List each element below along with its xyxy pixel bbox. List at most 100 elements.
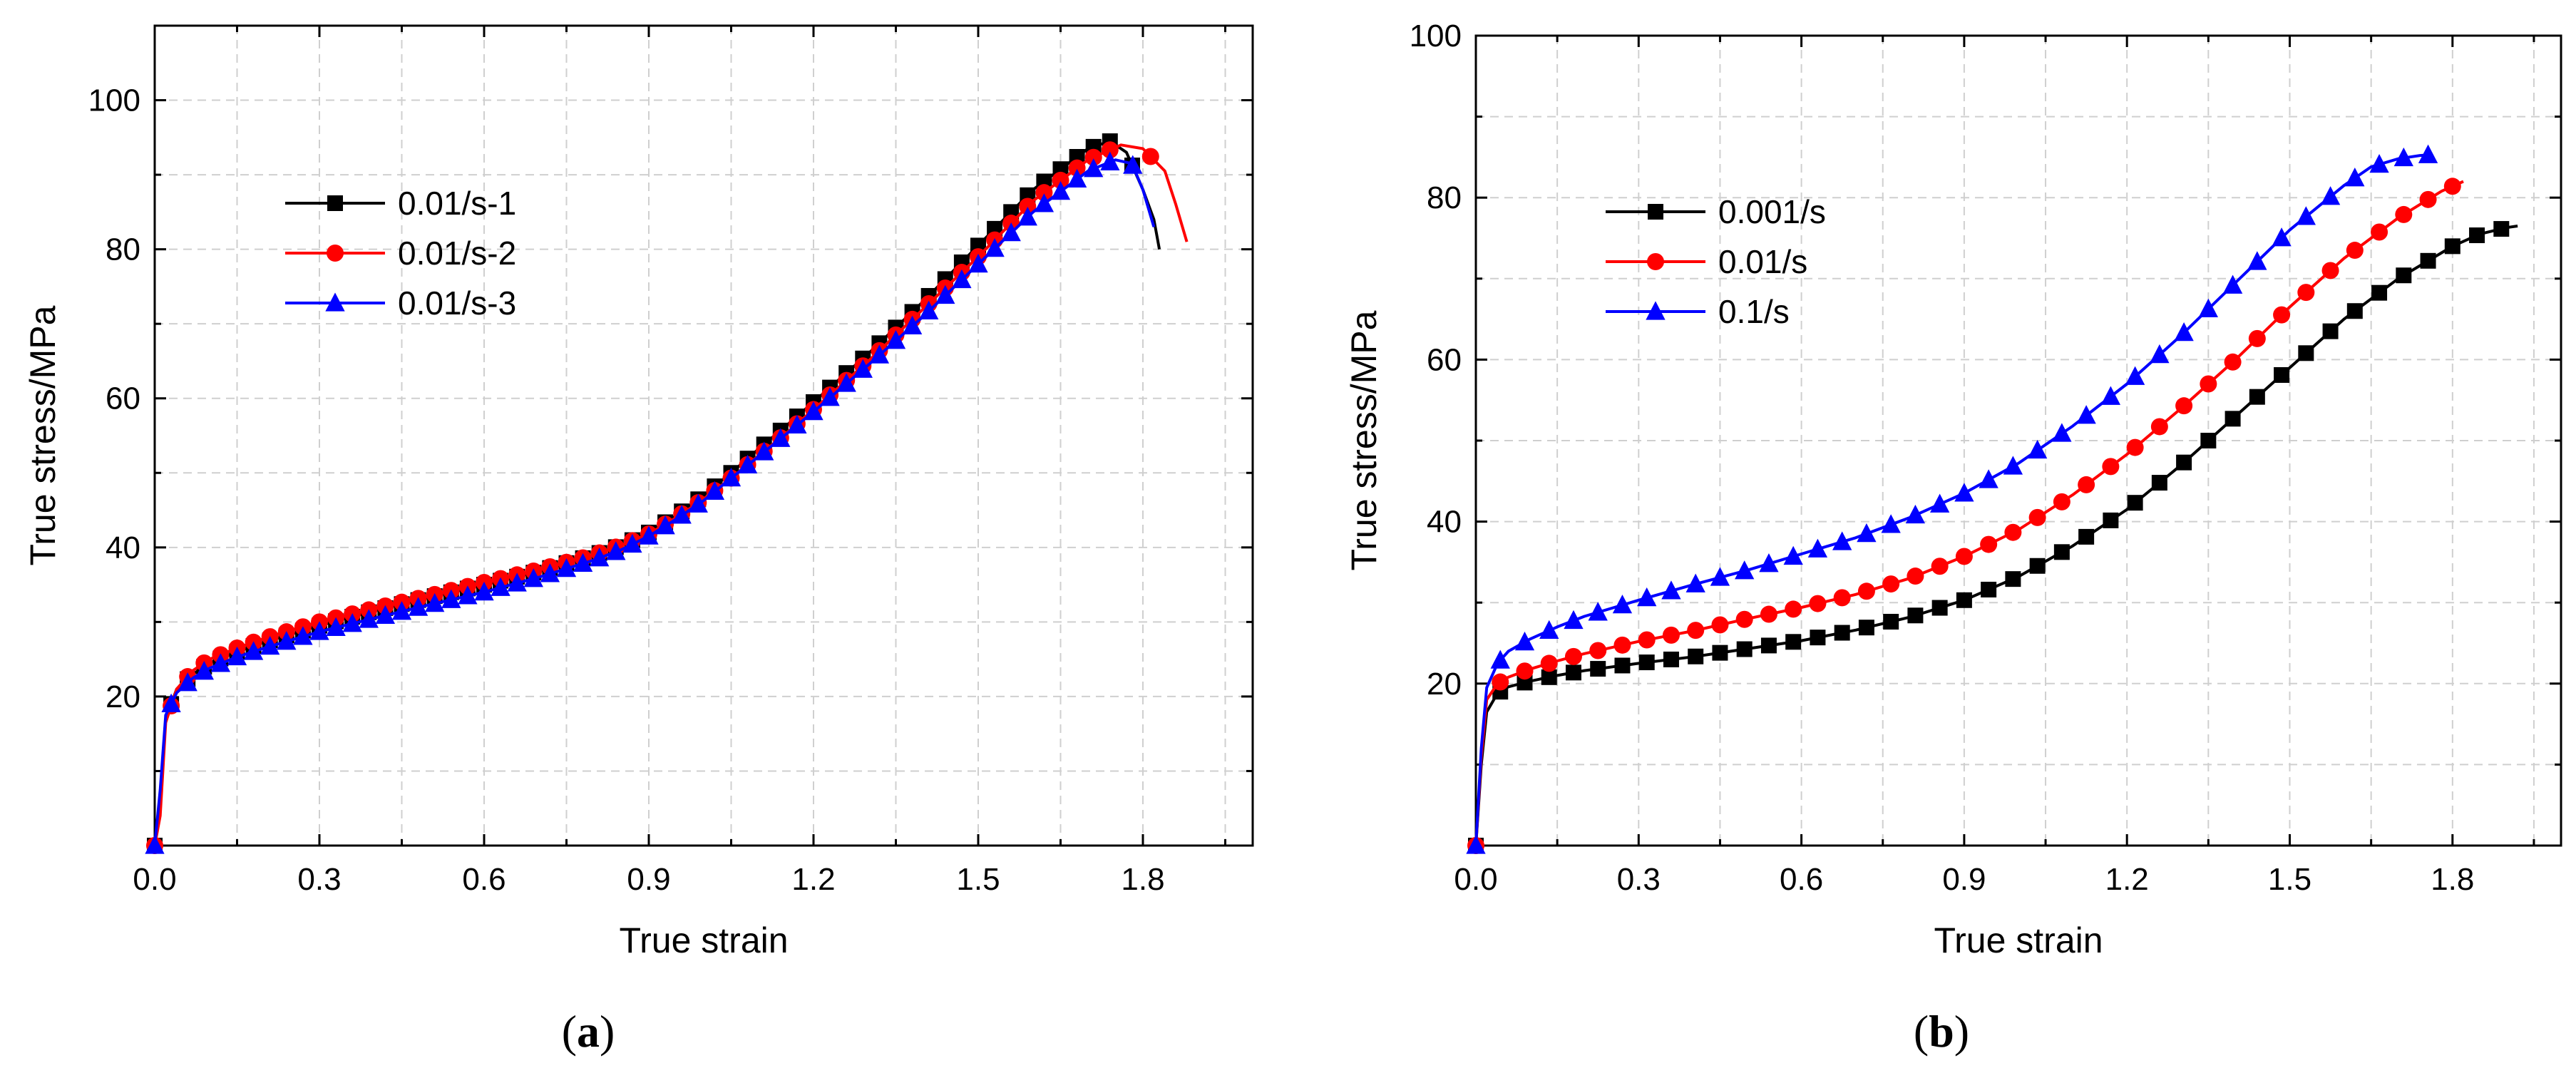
data-point xyxy=(2298,345,2314,361)
data-point xyxy=(2419,190,2437,208)
data-point xyxy=(1539,620,1559,640)
data-point xyxy=(1067,168,1087,188)
data-point xyxy=(2151,475,2167,491)
legend-marker xyxy=(1647,253,1664,270)
data-point xyxy=(474,581,494,601)
data-point xyxy=(1034,193,1054,212)
data-point xyxy=(1736,641,1753,657)
y-tick-label: 60 xyxy=(106,381,140,416)
data-point xyxy=(2224,353,2242,371)
data-point xyxy=(787,414,807,434)
data-point xyxy=(2369,153,2389,173)
data-point xyxy=(2346,242,2364,260)
data-point xyxy=(2296,206,2316,225)
data-point xyxy=(721,467,742,487)
data-point xyxy=(836,373,856,392)
legend-label: 0.01/s-1 xyxy=(398,185,516,222)
data-point xyxy=(2345,168,2365,187)
data-point xyxy=(359,609,379,628)
data-point xyxy=(952,269,972,289)
y-axis: 20 40 60 80 100 xyxy=(1410,19,2561,766)
data-point xyxy=(1490,650,1510,669)
data-point xyxy=(590,548,610,567)
data-point xyxy=(2052,423,2072,442)
y-axis-label: True stress/MPa xyxy=(23,305,63,565)
data-point xyxy=(1516,662,1534,680)
series-line xyxy=(1474,153,2431,846)
caption-close-paren: ) xyxy=(600,1006,615,1057)
data-point xyxy=(2321,262,2339,279)
data-point xyxy=(1540,654,1558,672)
legend: 0.001/s 0.01/s 0.1/s xyxy=(1606,193,1826,330)
data-point xyxy=(1881,514,1901,533)
data-point xyxy=(2078,476,2095,493)
data-point xyxy=(1050,180,1071,200)
data-point xyxy=(2076,405,2096,424)
y-tick-label: 100 xyxy=(88,83,140,118)
data-point xyxy=(391,601,412,620)
data-point xyxy=(2003,456,2023,475)
x-tick-label: 0.6 xyxy=(462,862,506,897)
data-point xyxy=(853,359,873,378)
x-tick-label: 1.8 xyxy=(2431,862,2474,897)
data-point xyxy=(243,641,264,660)
data-point xyxy=(1541,669,1557,685)
data-point xyxy=(622,533,642,553)
panel-caption: (a) xyxy=(562,1006,615,1057)
x-tick-label: 1.5 xyxy=(2268,862,2311,897)
data-point xyxy=(1052,171,1069,189)
data-point xyxy=(1068,159,1086,177)
data-point xyxy=(1785,600,1802,618)
data-point xyxy=(1712,645,1728,661)
data-point xyxy=(1662,626,1680,644)
data-point xyxy=(1905,504,1926,524)
x-tick-label: 0.9 xyxy=(1942,862,1986,897)
x-tick-label: 0.3 xyxy=(1617,862,1661,897)
legend-marker xyxy=(1646,301,1666,320)
x-axis-label: True strain xyxy=(619,920,788,960)
data-point xyxy=(2127,495,2143,511)
y-tick-label: 100 xyxy=(1410,19,1462,53)
data-point xyxy=(556,558,577,577)
data-point xyxy=(2346,303,2363,319)
data-point xyxy=(145,835,165,854)
x-tick-label: 1.5 xyxy=(956,862,1000,897)
y-tick-label: 20 xyxy=(1427,667,1462,702)
data-point xyxy=(1809,595,1827,612)
data-point xyxy=(523,568,543,587)
caption-open-paren: ( xyxy=(1914,1006,1929,1057)
data-point xyxy=(1785,634,1802,650)
data-point xyxy=(1735,560,1755,580)
data-point xyxy=(1858,620,1874,636)
data-point xyxy=(2371,284,2388,301)
legend-marker xyxy=(325,292,345,312)
chart-panel-b: 0.0 0.3 0.6 0.9 1.2 1.5 1.8 20 40 60 80 100 True str… xyxy=(1344,19,2562,1057)
x-tick-label: 1.2 xyxy=(791,862,835,897)
data-point xyxy=(2297,284,2315,302)
data-point xyxy=(1931,600,1948,616)
x-tick-label: 1.8 xyxy=(1121,862,1164,897)
legend-label: 0.001/s xyxy=(1718,193,1826,230)
data-point xyxy=(2078,528,2095,545)
data-point xyxy=(704,481,725,500)
data-point xyxy=(178,672,197,692)
panel-caption: (b) xyxy=(1914,1006,1969,1057)
data-point xyxy=(227,646,247,666)
data-point xyxy=(2053,493,2070,510)
caption-letter: b xyxy=(1929,1006,1954,1057)
data-point xyxy=(1035,184,1053,202)
data-point xyxy=(1084,158,1104,178)
data-point xyxy=(672,505,692,524)
legend: 0.01/s-1 0.01/s-2 0.01/s-3 xyxy=(285,185,516,322)
data-point xyxy=(1882,575,1900,593)
data-point xyxy=(1017,207,1037,226)
data-point xyxy=(1613,636,1631,654)
x-tick-label: 0.3 xyxy=(297,862,341,897)
data-point xyxy=(1564,610,1584,630)
data-point xyxy=(2396,267,2412,284)
data-point xyxy=(1759,553,1779,573)
data-point xyxy=(1907,568,1924,585)
data-point xyxy=(2420,252,2436,269)
x-axis: 0.0 0.3 0.6 0.9 1.2 1.5 1.8 xyxy=(1454,36,2535,897)
